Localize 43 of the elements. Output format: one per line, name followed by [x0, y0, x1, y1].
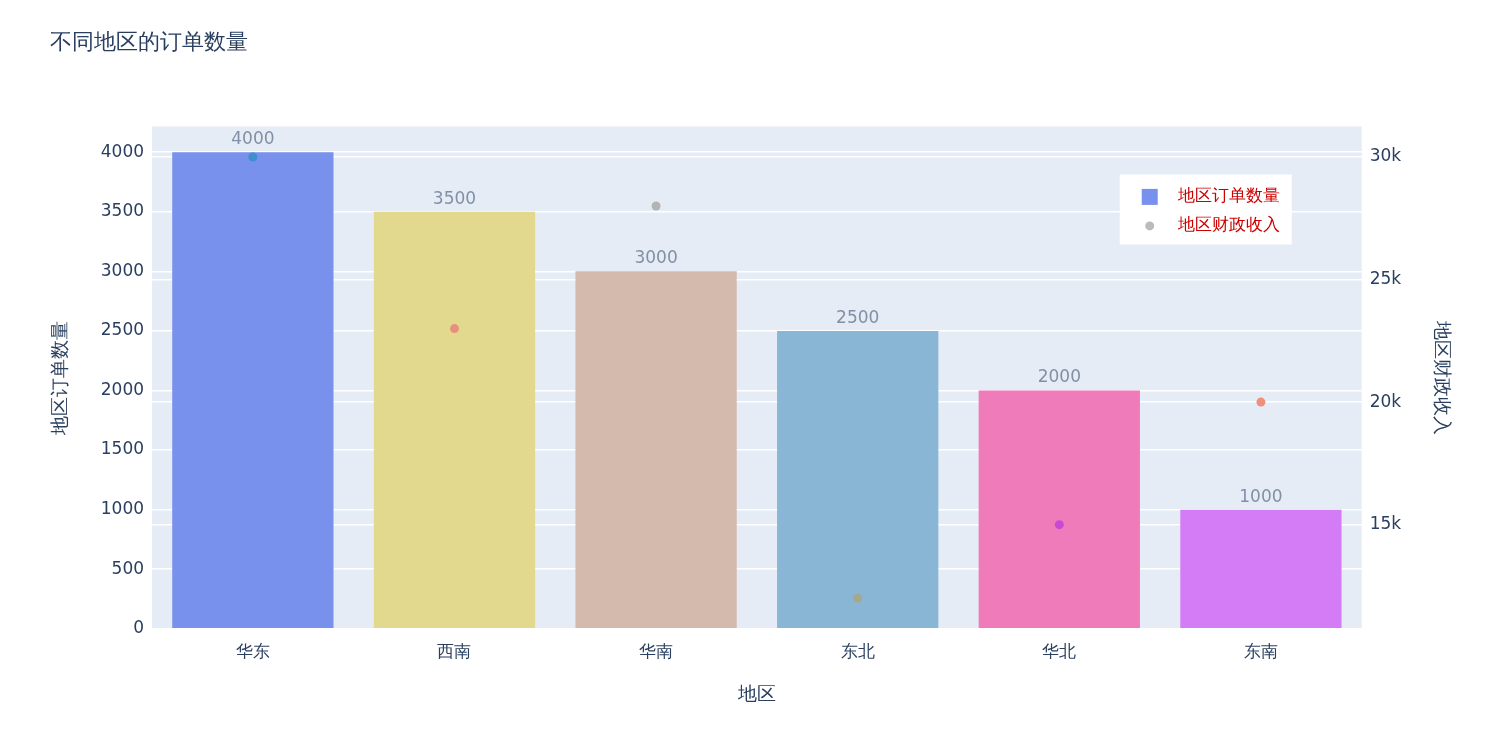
- point: [1054, 520, 1064, 530]
- data-label: 3000: [634, 247, 678, 268]
- bar: [777, 330, 939, 629]
- y2-tick-label: 20k: [1369, 390, 1402, 411]
- y2-tick-label: 25k: [1369, 267, 1402, 288]
- point: [449, 324, 459, 334]
- data-label: 2500: [836, 306, 880, 327]
- data-label: 3500: [432, 187, 477, 208]
- x-tick-label: 华北: [1042, 641, 1077, 662]
- point: [1256, 397, 1266, 407]
- y-axis-title: 地区订单数量: [48, 320, 71, 436]
- data-label: 4000: [231, 128, 275, 149]
- data-label: 2000: [1037, 366, 1081, 387]
- chart-title: 不同地区的订单数量: [50, 28, 248, 54]
- data-label: 1000: [1239, 485, 1283, 506]
- x-tick-label: 华东: [235, 641, 270, 662]
- x-axis-title: 地区: [736, 681, 776, 704]
- bar: [978, 390, 1140, 629]
- x-tick-label: 西南: [437, 641, 472, 662]
- bar: [172, 152, 334, 629]
- x-tick-label: 东北: [840, 641, 875, 662]
- y2-axis-title: 地区财政收入: [1431, 319, 1454, 435]
- y2-tick-label: 15k: [1369, 513, 1402, 534]
- legend-label: 地区订单数量: [1176, 185, 1280, 206]
- y2-tick-label: 30k: [1369, 145, 1402, 166]
- point: [651, 201, 661, 211]
- x-tick-label: 华南: [639, 641, 674, 662]
- y-tick-label: 2000: [100, 378, 145, 399]
- x-tick-label: 东南: [1243, 641, 1278, 662]
- y-tick-label: 4000: [100, 140, 145, 161]
- point: [853, 593, 863, 603]
- point: [248, 152, 258, 162]
- bar: [373, 211, 536, 629]
- y-tick-label: 500: [111, 557, 145, 578]
- y-tick-label: 0: [133, 617, 145, 638]
- bar: [1180, 509, 1342, 629]
- y-tick-label: 1500: [100, 438, 145, 459]
- legend-label: 地区财政收入: [1176, 214, 1280, 235]
- y-tick-label: 3500: [100, 200, 145, 221]
- y-tick-label: 1000: [100, 498, 145, 519]
- y-tick-label: 3000: [100, 259, 145, 280]
- bar: [575, 271, 737, 629]
- y-tick-label: 2500: [100, 319, 145, 340]
